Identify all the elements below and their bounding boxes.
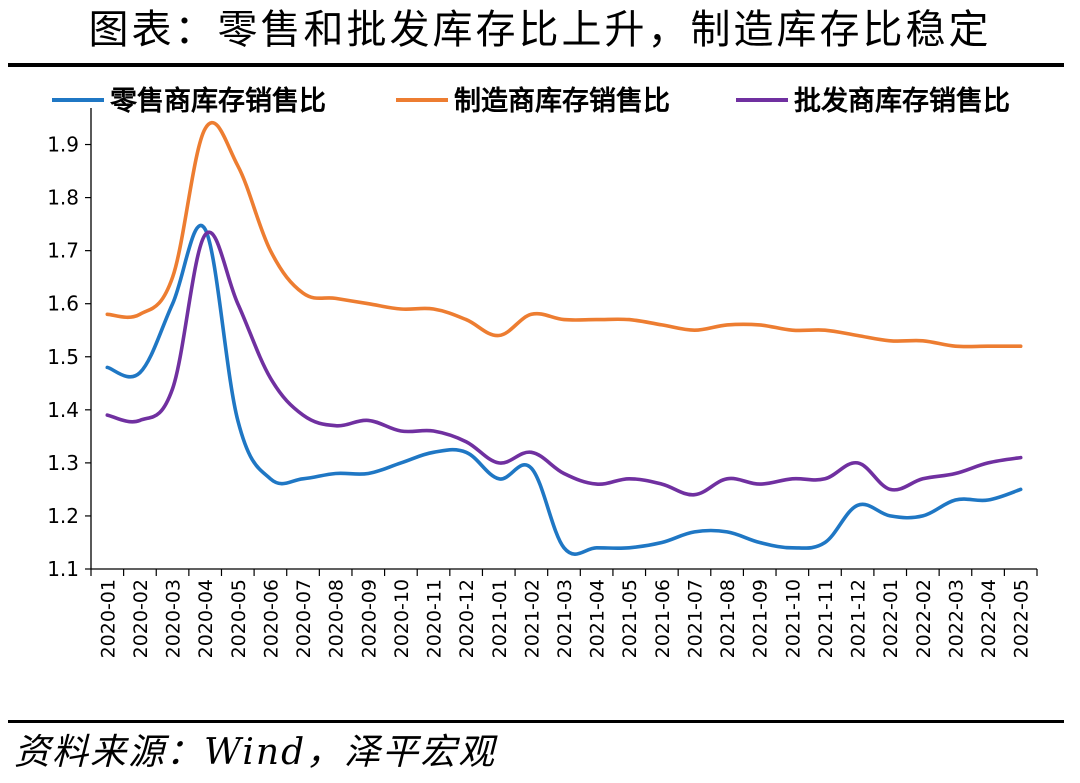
x-tick-label: 2021-10 xyxy=(782,579,804,658)
legend-label-2: 制造商库存销售比 xyxy=(454,85,670,117)
x-tick-label: 2020-08 xyxy=(326,579,348,658)
x-tick-label: 2021-05 xyxy=(619,579,641,658)
y-tick-label: 1.8 xyxy=(47,186,79,210)
x-tick-label: 2020-03 xyxy=(163,579,185,658)
x-tick-label: 2021-07 xyxy=(684,579,706,658)
x-tick-label: 2022-05 xyxy=(1011,579,1033,658)
x-tick-label: 2020-06 xyxy=(260,579,282,658)
y-tick-label: 1.2 xyxy=(47,504,79,528)
top-divider xyxy=(8,63,1064,67)
y-tick-label: 1.3 xyxy=(47,451,79,475)
y-tick-label: 1.9 xyxy=(47,133,79,157)
x-tick-label: 2020-07 xyxy=(293,579,315,658)
x-tick-label: 2022-03 xyxy=(945,579,967,658)
x-tick-label: 2020-02 xyxy=(130,579,152,658)
chart-legend: 零售商库存销售比 制造商库存销售比 批发商库存销售比 xyxy=(52,85,1010,117)
series-line-2 xyxy=(105,120,1023,349)
x-tick-label: 2020-04 xyxy=(195,579,217,658)
y-tick-label: 1.7 xyxy=(47,239,79,263)
x-tick-label: 2021-09 xyxy=(750,579,772,658)
legend-label-3: 批发商库存销售比 xyxy=(794,85,1010,117)
y-tick-label: 1.6 xyxy=(47,292,79,316)
x-tick-label: 2021-04 xyxy=(587,579,609,658)
page-title: 图表：零售和批发库存比上升，制造库存比稳定 xyxy=(88,7,992,53)
source-note: 资料来源：Wind，泽平宏观 xyxy=(14,732,497,773)
x-tick-label: 2020-09 xyxy=(358,579,380,658)
x-tick-label: 2021-06 xyxy=(652,579,674,658)
x-tick-label: 2021-02 xyxy=(521,579,543,658)
legend-label-1: 零售商库存销售比 xyxy=(109,85,326,117)
series-line-3 xyxy=(105,230,1023,497)
x-tick-label: 2021-11 xyxy=(815,579,837,658)
chart-axes: 1.1 1.2 1.3 1.4 1.5 1.6 1.7 1.8 1.9 2020-01 2020-0… xyxy=(47,108,1038,658)
x-tick-label: 2022-02 xyxy=(913,579,935,658)
x-tick-label: 2020-12 xyxy=(456,579,478,658)
x-tick-label: 2020-10 xyxy=(391,579,413,658)
x-tick-label: 2022-04 xyxy=(978,579,1000,658)
y-tick-label: 1.4 xyxy=(47,398,79,422)
bottom-divider xyxy=(8,720,1064,723)
series-line-1 xyxy=(105,224,1023,556)
x-tick-label: 2021-12 xyxy=(848,579,870,658)
x-tick-label: 2021-03 xyxy=(554,579,576,658)
y-tick-label: 1.5 xyxy=(47,345,79,369)
x-tick-label: 2020-05 xyxy=(228,579,250,658)
y-tick-label: 1.1 xyxy=(47,557,79,581)
x-tick-label: 2021-08 xyxy=(717,579,739,658)
x-tick-label: 2021-01 xyxy=(489,579,511,658)
chart-series xyxy=(105,120,1023,556)
x-tick-label: 2020-11 xyxy=(424,579,446,658)
line-chart: 零售商库存销售比 制造商库存销售比 批发商库存销售比 1.1 1.2 1.3 1.4 1.5… xyxy=(47,85,1038,658)
x-tick-label: 2020-01 xyxy=(97,579,119,658)
x-tick-label: 2022-01 xyxy=(880,579,902,658)
